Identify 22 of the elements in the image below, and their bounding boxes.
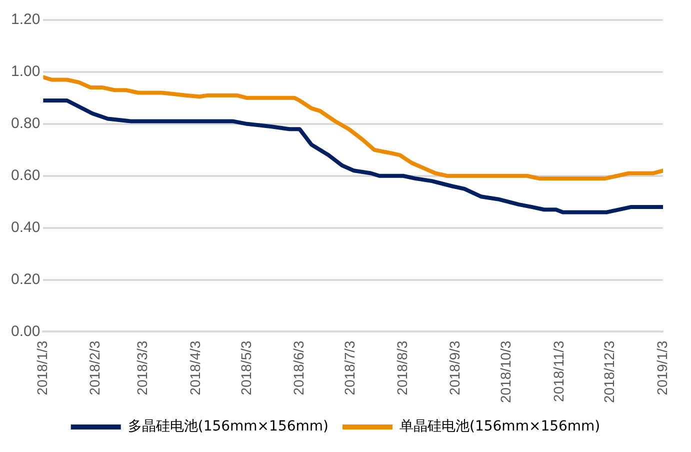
x-tick-label: 2018/10/3: [498, 340, 514, 404]
x-tick-label: 2018/4/3: [186, 340, 203, 396]
y-tick-label: 0.40: [10, 218, 40, 236]
y-tick-label: 0.20: [10, 270, 40, 288]
x-tick-label: 2018/8/3: [394, 340, 410, 396]
y-tick-label: 0.00: [10, 322, 40, 340]
x-tick-label: 2018/3/3: [134, 340, 150, 396]
x-tick-label: 2019/1/3: [654, 340, 670, 396]
y-tick-label: 1.00: [10, 63, 40, 80]
x-tick-label: 2018/7/3: [341, 340, 358, 396]
x-tick-label: 2018/6/3: [290, 340, 306, 396]
y-tick-label: 0.60: [10, 167, 40, 184]
legend-label: 多晶硅电池(156mm×156mm): [128, 418, 329, 435]
y-tick-label: 0.80: [10, 115, 40, 132]
x-tick-label: 2018/11/3: [550, 340, 566, 402]
x-tick-label: 2018/1/3: [34, 340, 50, 396]
y-tick-label: 1.20: [10, 11, 40, 28]
x-tick-label: 2018/9/3: [446, 340, 463, 396]
x-tick-label: 2018/12/3: [601, 340, 618, 404]
x-tick-label: 2018/5/3: [238, 340, 254, 396]
legend-label: 单晶硅电池(156mm×156mm): [400, 418, 600, 435]
x-tick-label: 2018/2/3: [86, 340, 103, 396]
